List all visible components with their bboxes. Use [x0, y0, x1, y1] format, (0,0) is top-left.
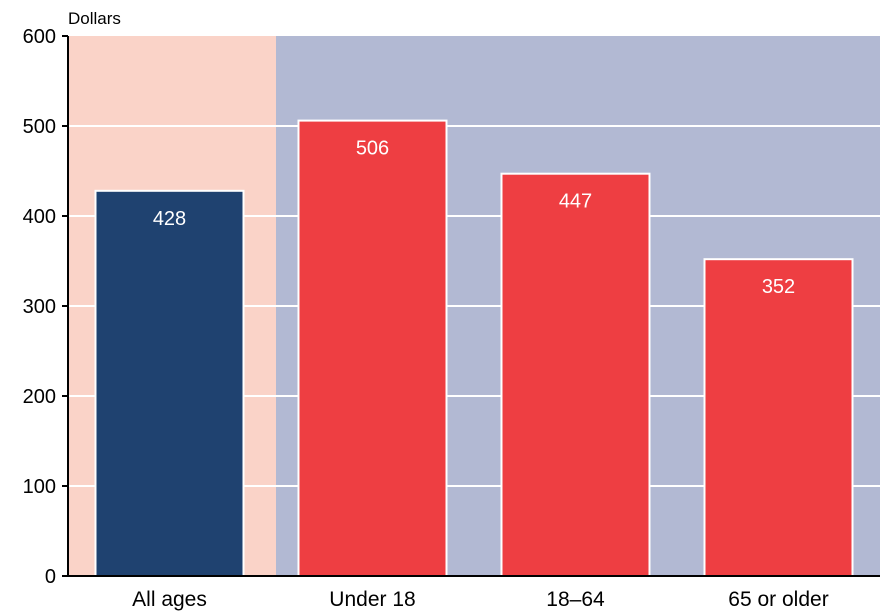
axes	[62, 35, 880, 577]
bar	[703, 258, 854, 577]
bar-value-label: 428	[153, 208, 186, 230]
bar	[94, 189, 245, 578]
y-tick-label: 100	[23, 476, 56, 498]
y-tick-label: 200	[23, 386, 56, 408]
y-tick-label: 400	[23, 206, 56, 228]
bar-value-label: 506	[356, 138, 389, 160]
y-axis-unit-label: Dollars	[68, 9, 121, 28]
y-tick-label: 0	[45, 566, 56, 588]
x-category-label: All ages	[132, 588, 207, 611]
labels: 0 100 200 300 400 500 600 428 All ages 506 Under 1…	[23, 26, 829, 611]
x-category-label: Under 18	[329, 588, 415, 611]
bar-value-label: 352	[762, 276, 795, 298]
bars	[94, 119, 854, 578]
bar	[500, 172, 651, 577]
y-tick-label: 500	[23, 116, 56, 138]
x-category-label: 18–64	[546, 588, 605, 611]
x-category-label: 65 or older	[728, 588, 828, 611]
bar	[297, 119, 448, 577]
y-tick-label: 300	[23, 296, 56, 318]
y-tick-label: 600	[23, 26, 56, 48]
bar-value-label: 447	[559, 191, 592, 213]
